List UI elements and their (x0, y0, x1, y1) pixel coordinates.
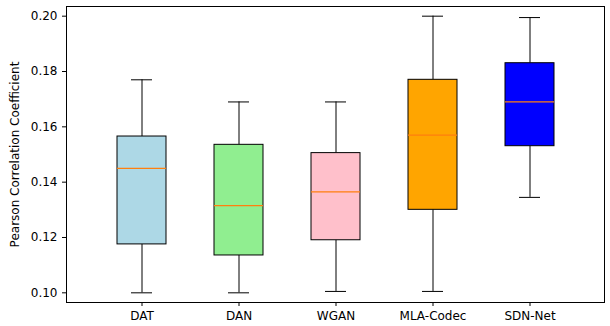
svg-text:DAT: DAT (130, 309, 154, 323)
svg-text:0.12: 0.12 (31, 230, 58, 244)
svg-text:MLA-Codec: MLA-Codec (400, 309, 467, 323)
svg-text:0.10: 0.10 (31, 286, 58, 300)
svg-text:0.18: 0.18 (31, 64, 58, 78)
svg-text:DAN: DAN (226, 309, 252, 323)
svg-text:WGAN: WGAN (317, 309, 355, 323)
svg-text:0.20: 0.20 (31, 9, 58, 23)
svg-text:Pearson Correlation Coefficien: Pearson Correlation Coefficient (8, 61, 22, 247)
svg-text:SDN-Net: SDN-Net (504, 309, 556, 323)
svg-text:0.14: 0.14 (31, 175, 58, 189)
svg-text:0.16: 0.16 (31, 120, 58, 134)
